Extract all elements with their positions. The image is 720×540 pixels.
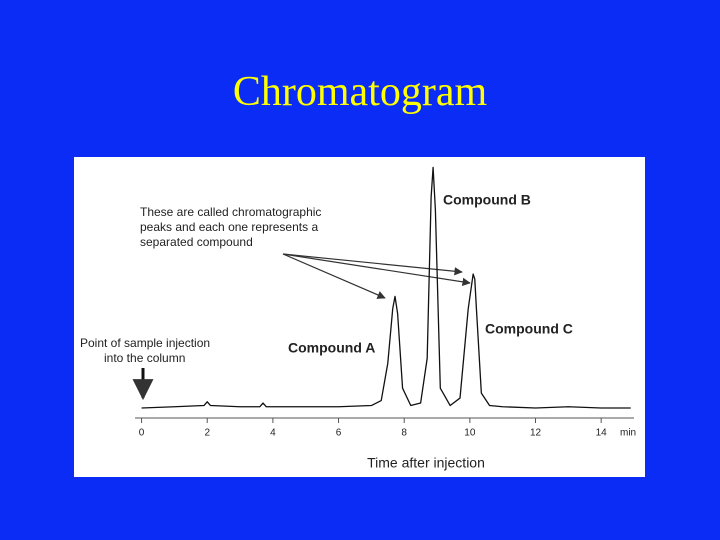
x-tick-label: 2 (204, 428, 210, 439)
annotation-arrow (282, 253, 471, 286)
peak-label: Compound B (443, 192, 531, 208)
annotation: separated compound (140, 235, 253, 249)
annotation: peaks and each one represents a (140, 220, 318, 234)
peak-label: Compound C (485, 321, 573, 337)
x-axis-label: Time after injection (367, 455, 485, 471)
slide-title: Chromatogram (232, 69, 488, 115)
annotation: Point of sample injection (80, 336, 210, 350)
x-tick-label: 8 (401, 428, 407, 439)
signal-trace (141, 166, 631, 409)
x-tick-label: 14 (596, 428, 608, 439)
x-tick-label: 0 (139, 428, 145, 439)
chart-panel (74, 157, 645, 477)
annotation-arrow (282, 253, 386, 299)
x-tick-label: 6 (336, 428, 342, 439)
annotation: into the column (104, 351, 185, 365)
annotation-arrow (282, 253, 463, 276)
annotation: These are called chromatographic (140, 205, 321, 219)
x-unit: min (620, 428, 636, 439)
x-tick-label: 4 (270, 428, 276, 439)
x-tick-label: 10 (464, 428, 476, 439)
peak-label: Compound A (288, 340, 375, 356)
x-tick-label: 12 (530, 428, 542, 439)
